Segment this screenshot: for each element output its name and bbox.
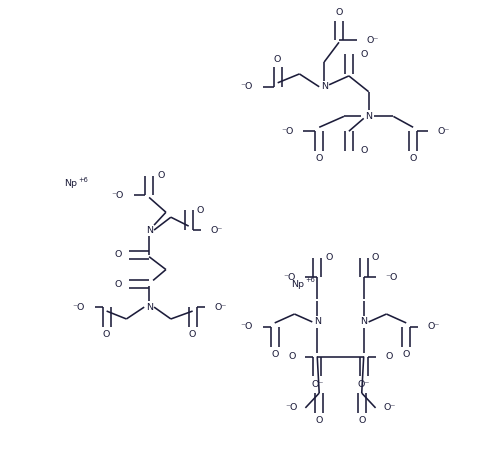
Text: O: O bbox=[157, 171, 165, 180]
Text: O: O bbox=[274, 55, 281, 63]
Text: O⁻: O⁻ bbox=[428, 322, 440, 331]
Text: N: N bbox=[145, 302, 152, 312]
Text: O: O bbox=[409, 154, 417, 164]
Text: Np: Np bbox=[291, 280, 304, 289]
Text: O: O bbox=[271, 350, 278, 359]
Text: O: O bbox=[385, 352, 393, 361]
Text: ⁻O: ⁻O bbox=[241, 82, 253, 91]
Text: O⁻: O⁻ bbox=[358, 380, 370, 389]
Text: N: N bbox=[321, 82, 328, 91]
Text: O⁻: O⁻ bbox=[438, 127, 450, 136]
Text: O⁻: O⁻ bbox=[311, 380, 323, 389]
Text: ⁻O: ⁻O bbox=[385, 273, 398, 282]
Text: O: O bbox=[360, 146, 368, 156]
Text: O: O bbox=[402, 350, 410, 359]
Text: O: O bbox=[358, 416, 366, 425]
Text: +6: +6 bbox=[78, 177, 88, 183]
Text: O: O bbox=[372, 253, 379, 262]
Text: O: O bbox=[197, 206, 204, 215]
Text: O: O bbox=[114, 250, 122, 259]
Text: ⁻O: ⁻O bbox=[241, 322, 253, 331]
Text: O⁻: O⁻ bbox=[367, 36, 379, 45]
Text: O⁻: O⁻ bbox=[215, 302, 227, 312]
Text: O⁻: O⁻ bbox=[383, 404, 396, 412]
Text: O: O bbox=[335, 8, 343, 17]
Text: ⁻O: ⁻O bbox=[111, 191, 124, 200]
Text: ⁻O: ⁻O bbox=[281, 127, 293, 136]
Text: N: N bbox=[145, 226, 152, 234]
Text: Np: Np bbox=[64, 179, 77, 188]
Text: O: O bbox=[189, 330, 196, 339]
Text: O: O bbox=[325, 253, 333, 262]
Text: O⁻: O⁻ bbox=[211, 226, 223, 234]
Text: O: O bbox=[316, 154, 323, 164]
Text: ⁻O: ⁻O bbox=[283, 273, 295, 282]
Text: ⁻O: ⁻O bbox=[73, 302, 85, 312]
Text: N: N bbox=[360, 317, 367, 326]
Text: N: N bbox=[365, 112, 372, 121]
Text: O: O bbox=[316, 416, 323, 425]
Text: N: N bbox=[314, 317, 321, 326]
Text: +6: +6 bbox=[305, 277, 315, 283]
Text: ⁻O: ⁻O bbox=[285, 404, 297, 412]
Text: O: O bbox=[114, 280, 122, 289]
Text: O: O bbox=[288, 352, 295, 361]
Text: O: O bbox=[360, 50, 368, 59]
Text: O: O bbox=[103, 330, 110, 339]
